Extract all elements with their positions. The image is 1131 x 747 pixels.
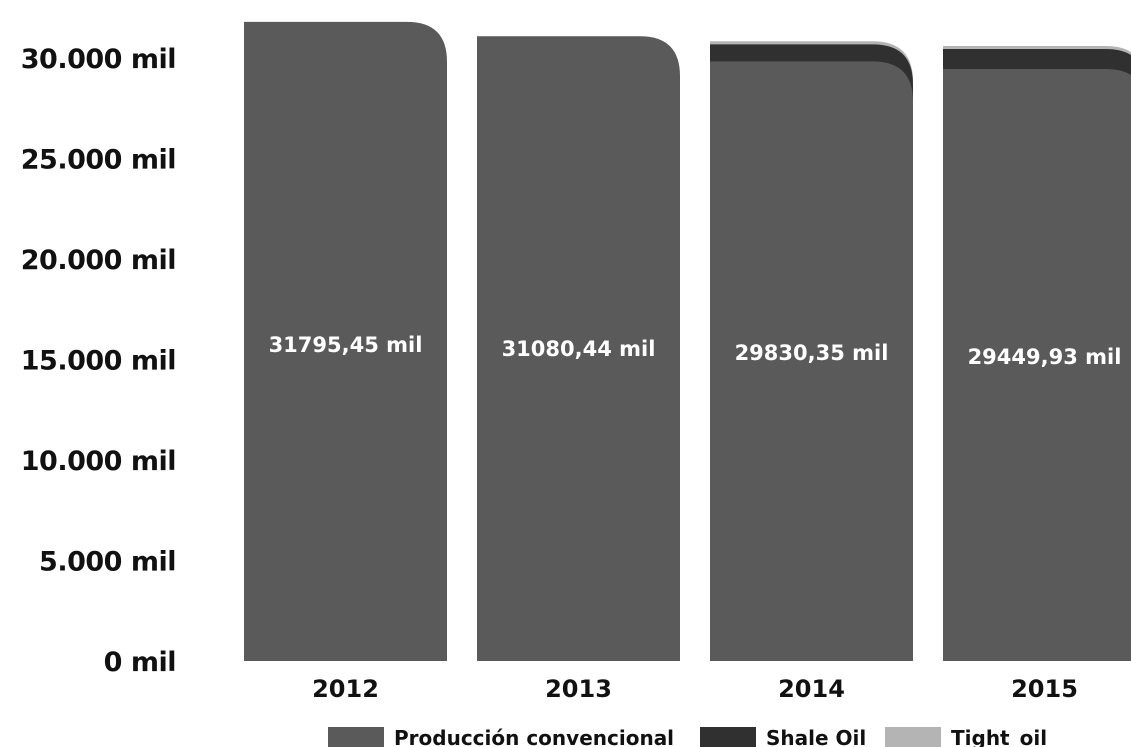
- y-tick-label: 25.000 mil: [21, 145, 176, 176]
- y-tick-label: 10.000 mil: [21, 446, 176, 477]
- legend-swatch: [885, 727, 941, 747]
- bar-data-label: 31080,44 mil: [502, 337, 656, 361]
- bar-data-label: 31795,45 mil: [269, 333, 423, 357]
- legend-swatch: [328, 727, 384, 747]
- bar-2012-producci-n-convencional: [244, 21, 447, 662]
- legend-swatch: [700, 727, 756, 747]
- legend-label: Producción convencional: [394, 726, 674, 747]
- y-tick-label: 5.000 mil: [39, 547, 176, 578]
- bar-2013-producci-n-convencional: [477, 36, 680, 662]
- legend-item: Producción convencional: [328, 726, 674, 747]
- x-tick-label: 2012: [312, 675, 379, 703]
- y-tick-label: 30.000 mil: [21, 44, 176, 75]
- legend-label: Tight_oil: [951, 726, 1047, 747]
- y-tick-label: 15.000 mil: [21, 346, 176, 377]
- bar-2014-producci-n-convencional: [710, 61, 913, 661]
- legend-item: Shale Oil: [700, 726, 866, 747]
- y-tick-label: 20.000 mil: [21, 245, 176, 276]
- bar-data-label: 29830,35 mil: [735, 341, 889, 365]
- x-tick-label: 2014: [778, 675, 845, 703]
- legend-label: Shale Oil: [766, 726, 866, 747]
- legend-item: Tight_oil: [885, 726, 1047, 747]
- x-tick-label: 2013: [545, 675, 612, 703]
- y-tick-label: 0 mil: [104, 647, 176, 678]
- x-tick-label: 2015: [1011, 675, 1078, 703]
- bar-2015-producci-n-convencional: [943, 69, 1131, 661]
- bar-data-label: 29449,93 mil: [968, 345, 1122, 369]
